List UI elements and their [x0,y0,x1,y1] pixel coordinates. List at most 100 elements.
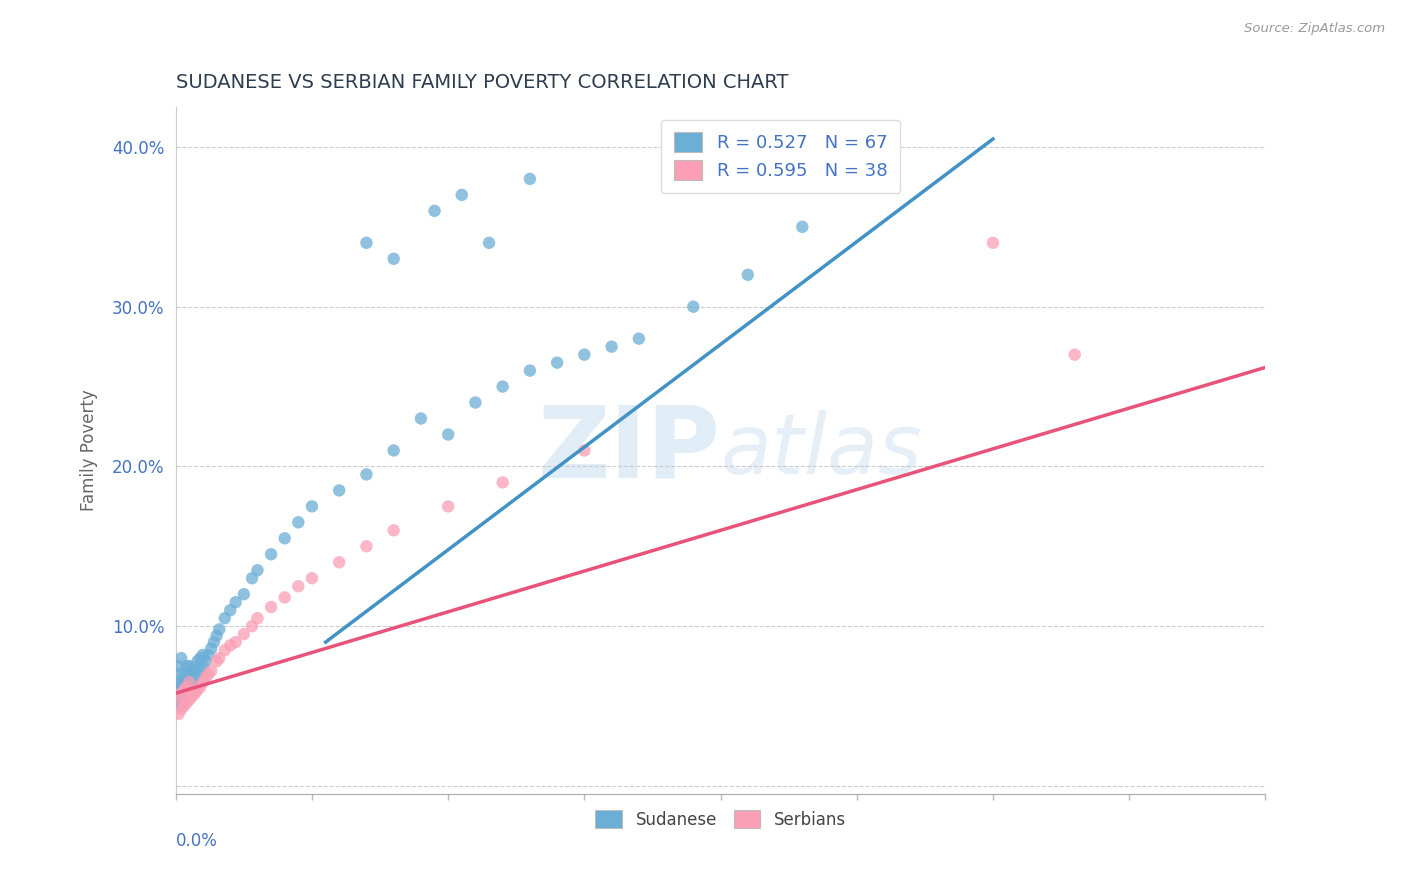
Point [274,531,297,545]
Point [179,659,201,673]
Point [184,670,207,684]
Point [763,172,786,186]
Point [197,667,219,681]
Point [186,683,209,698]
Point [170,691,193,706]
Point [574,443,596,458]
Point [437,500,460,514]
Point [186,667,209,681]
Point [179,668,201,682]
Point [450,187,472,202]
Point [464,395,486,409]
Point [208,623,231,637]
Text: atlas: atlas [721,410,922,491]
Point [682,300,704,314]
Text: 0.0%: 0.0% [176,831,218,850]
Point [246,563,269,577]
Point [197,648,219,662]
Point [186,654,209,668]
Point [179,675,201,690]
Point [737,268,759,282]
Point [219,603,242,617]
Point [328,483,350,498]
Point [176,680,198,694]
Point [356,539,378,553]
Point [173,675,195,690]
Point [246,611,269,625]
Point [179,678,201,692]
Point [301,571,323,585]
Y-axis label: Family Poverty: Family Poverty [80,390,98,511]
Point [225,595,247,609]
Point [260,547,283,561]
Point [232,587,254,601]
Point [167,667,190,681]
Point [219,638,242,652]
Point [287,579,309,593]
Point [200,664,222,678]
Point [173,699,195,714]
Point [176,659,198,673]
Point [167,683,190,698]
Point [240,571,263,585]
Point [382,524,405,538]
Point [170,683,193,698]
Point [519,363,541,377]
Point [260,599,283,614]
Point [287,516,309,530]
Point [492,475,515,490]
Point [409,411,432,425]
Point [167,706,190,721]
Point [179,692,201,706]
Point [191,659,214,673]
Text: Source: ZipAtlas.com: Source: ZipAtlas.com [1244,22,1385,36]
Point [546,356,568,370]
Point [437,427,460,442]
Point [202,635,225,649]
Point [170,686,193,700]
Point [214,643,236,657]
Point [792,219,814,234]
Point [173,667,195,681]
Point [1063,348,1085,362]
Point [181,690,204,704]
Text: SUDANESE VS SERBIAN FAMILY POVERTY CORRELATION CHART: SUDANESE VS SERBIAN FAMILY POVERTY CORRE… [176,72,789,92]
Point [382,443,405,458]
Point [167,691,190,706]
Point [519,172,541,186]
Point [176,670,198,684]
Point [208,651,231,665]
Point [240,619,263,633]
Point [194,670,217,684]
Legend: Sudanese, Serbians: Sudanese, Serbians [588,802,853,837]
Point [173,683,195,698]
Point [981,235,1004,250]
Text: ZIP: ZIP [537,402,721,499]
Point [232,627,254,641]
Point [167,691,190,706]
Point [194,654,217,668]
Point [176,680,198,694]
Point [382,252,405,266]
Point [205,629,228,643]
Point [167,699,190,714]
Point [181,664,204,678]
Point [184,686,207,700]
Point [188,680,211,694]
Point [170,675,193,690]
Point [356,467,378,482]
Point [214,611,236,625]
Point [600,340,623,354]
Point [423,203,446,218]
Point [356,235,378,250]
Point [181,675,204,690]
Point [574,348,596,362]
Point [170,651,193,665]
Point [478,235,501,250]
Point [191,675,214,690]
Point [184,661,207,675]
Point [167,675,190,690]
Point [173,683,195,698]
Point [200,641,222,656]
Point [225,635,247,649]
